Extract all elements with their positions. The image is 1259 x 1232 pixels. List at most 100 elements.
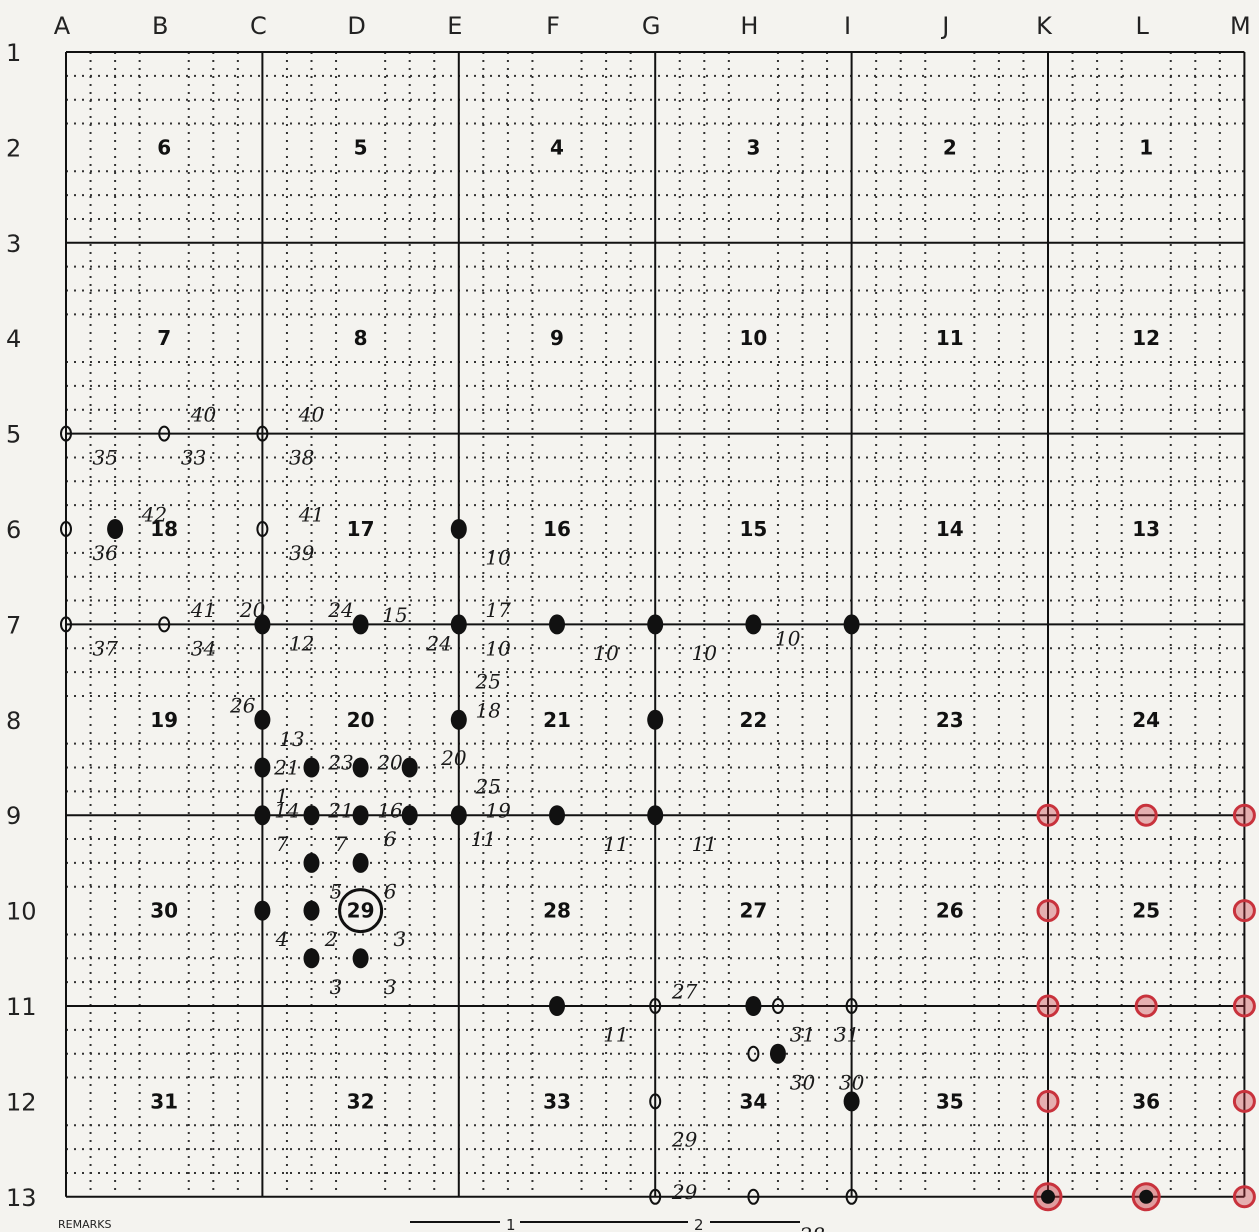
filled-point <box>647 614 664 635</box>
cell-number: 35 <box>936 1089 964 1113</box>
cell-number: 19 <box>150 708 178 732</box>
filled-point <box>450 709 467 730</box>
row-label: 4 <box>6 325 21 353</box>
annotation: 31 <box>834 1023 859 1047</box>
cell-number: 8 <box>354 326 368 350</box>
cell-number: 20 <box>347 708 375 732</box>
annotation: 10 <box>692 641 718 665</box>
annotation: 10 <box>485 636 511 660</box>
cell-number: 15 <box>739 517 767 541</box>
annotation: 34 <box>191 636 216 660</box>
open-point <box>649 1093 662 1110</box>
annotation: 24 <box>425 631 451 655</box>
annotation: 38 <box>289 445 314 469</box>
open-point <box>256 521 269 537</box>
red-point <box>1036 1089 1060 1113</box>
filled-point <box>647 709 664 730</box>
filled-point <box>450 805 467 826</box>
annotation: 35 <box>93 445 118 469</box>
filled-point <box>303 948 320 969</box>
annotation: 33 <box>181 445 206 469</box>
annotation: 28 <box>799 1223 825 1232</box>
cell-number: 5 <box>354 135 368 159</box>
cell-number: 1 <box>1139 135 1153 159</box>
cell-number: 31 <box>150 1089 178 1113</box>
cell-number: 36 <box>1132 1089 1160 1113</box>
filled-point <box>745 996 762 1016</box>
open-point <box>649 998 662 1014</box>
red-point <box>1232 803 1256 827</box>
filled-point <box>843 1091 860 1112</box>
red-point <box>1232 1185 1256 1209</box>
row-label: 2 <box>6 134 21 162</box>
filled-point <box>303 852 320 873</box>
filled-point <box>254 900 271 921</box>
filled-point <box>769 1043 786 1064</box>
remarks-label: REMARKS <box>58 1218 111 1231</box>
cell-number: 12 <box>1132 326 1160 350</box>
column-label: F <box>546 12 560 40</box>
filled-point <box>549 614 565 635</box>
cell-number: 28 <box>543 899 571 923</box>
annotation: 6 <box>384 827 397 851</box>
annotation: 20 <box>239 598 266 622</box>
open-point <box>256 425 269 442</box>
annotation: 19 <box>485 798 511 822</box>
annotation: 2 <box>324 927 338 951</box>
column-label: J <box>940 12 949 40</box>
annotation: 1 <box>276 784 289 808</box>
annotation: 25 <box>475 670 501 694</box>
row-label: 11 <box>6 993 37 1021</box>
cell-number: 6 <box>157 135 171 159</box>
annotation: 11 <box>692 832 717 856</box>
annotation: 6 <box>384 880 397 904</box>
cell-number: 7 <box>157 326 171 350</box>
column-label: A <box>54 12 71 40</box>
filled-point <box>401 757 418 778</box>
filled-point <box>254 709 271 730</box>
filled-point <box>254 614 271 635</box>
filled-point <box>745 614 762 635</box>
annotation: 13 <box>279 727 304 751</box>
open-point <box>60 425 72 442</box>
column-label: I <box>844 12 851 40</box>
open-point <box>649 1188 662 1205</box>
open-point <box>747 1045 760 1062</box>
filled-point <box>450 519 467 539</box>
column-label: M <box>1230 12 1251 40</box>
open-point <box>60 616 72 633</box>
open-point <box>158 616 171 633</box>
filled-point <box>303 757 320 778</box>
column-label: L <box>1136 12 1150 40</box>
red-point <box>1232 994 1256 1018</box>
row-label: 10 <box>6 898 37 926</box>
annotation: 17 <box>485 598 511 622</box>
row-label: 6 <box>6 516 21 544</box>
annotation: 12 <box>289 631 314 655</box>
cell-number: 14 <box>936 517 964 541</box>
filled-point <box>254 805 271 826</box>
column-labels: A B C D E F G H I J K L M <box>54 12 1251 40</box>
open-point <box>845 1188 858 1205</box>
red-point <box>1134 994 1158 1018</box>
filled-point <box>352 805 369 826</box>
annotation: 3 <box>394 927 407 951</box>
annotation: 4 <box>275 927 289 951</box>
annotation: 30 <box>839 1070 865 1094</box>
filled-point <box>107 519 124 539</box>
filled-point <box>254 757 271 778</box>
cell-number: 25 <box>1132 899 1160 923</box>
annotation: 18 <box>476 698 501 722</box>
filled-point <box>549 805 565 826</box>
annotation: 10 <box>775 627 801 651</box>
cell-number: 21 <box>543 708 571 732</box>
annotation: 20 <box>376 751 403 775</box>
row-label: 5 <box>6 421 21 449</box>
filled-point <box>549 996 565 1016</box>
red-point <box>1232 1089 1256 1113</box>
marked-points <box>60 425 1256 1212</box>
filled-point <box>450 614 467 635</box>
filled-point <box>843 614 860 635</box>
cell-number: 13 <box>1132 517 1160 541</box>
